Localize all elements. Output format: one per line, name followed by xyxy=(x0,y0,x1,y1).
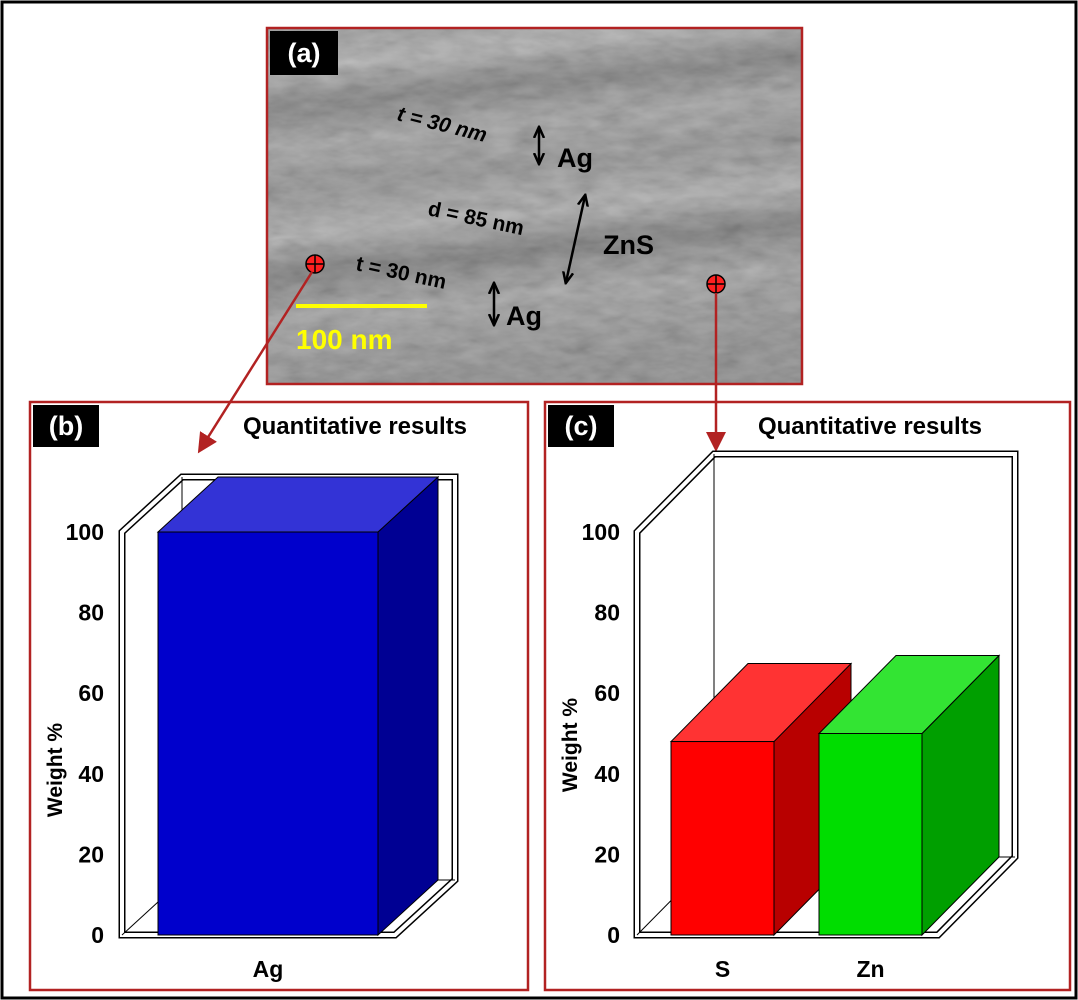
y-tick-label: 40 xyxy=(78,761,104,787)
probe-marker-zns xyxy=(706,274,726,294)
panel-b-frame xyxy=(28,400,530,992)
spacing-arrow xyxy=(566,196,585,282)
panel-a: (a) t = 30 nm Ag d = 85 nm ZnS t = 30 nm… xyxy=(265,26,804,386)
chart-c-ylabel: Weight % xyxy=(559,698,582,792)
y-tick-label: 60 xyxy=(78,680,104,706)
panel-c-label: (c) xyxy=(565,411,598,441)
panel-c-label-bg xyxy=(548,405,614,447)
y-tick-label: 40 xyxy=(594,761,620,787)
y-tick-label: 20 xyxy=(78,841,104,867)
x-category-label: S xyxy=(715,956,730,982)
panel-a-label-bg xyxy=(270,31,338,75)
y-tick-label: 20 xyxy=(594,841,620,867)
connector-arrow-b xyxy=(197,271,314,454)
scale-bar-label: 100 nm xyxy=(296,324,393,355)
panel-c: (c) Quantitative results Weight % 0 20 40 6… xyxy=(543,400,1072,992)
sem-texture xyxy=(267,28,802,384)
y-tick-label: 0 xyxy=(91,922,104,948)
bar-s-top xyxy=(669,663,853,743)
panel-a-frame xyxy=(265,26,804,386)
box-outline-inner xyxy=(120,475,457,937)
bar-ag-top xyxy=(156,476,440,533)
bar-zn-top xyxy=(817,655,1001,734)
bar-ag-front xyxy=(157,531,379,936)
y-tick-label: 100 xyxy=(66,519,104,545)
chart-b-ylabel: Weight % xyxy=(44,723,67,817)
panel-c-frame xyxy=(543,400,1072,992)
x-category-label: Zn xyxy=(856,956,884,982)
y-tick-label: 0 xyxy=(607,922,620,948)
annotation-zns: ZnS xyxy=(603,230,654,260)
chart-b-title: Quantitative results xyxy=(243,413,467,440)
panel-b-label-bg xyxy=(33,405,99,447)
bar-zn-front xyxy=(818,733,923,936)
bar-ag-side xyxy=(377,475,439,937)
y-tick-label: 60 xyxy=(594,680,620,706)
y-tick-label: 80 xyxy=(594,600,620,626)
y-tick-label: 80 xyxy=(78,600,104,626)
chart-c-title: Quantitative results xyxy=(758,413,982,440)
panel-b: (b) Quantitative results Weight % 0 20 40 6… xyxy=(28,400,530,992)
x-category-label: Ag xyxy=(253,956,284,982)
probe-marker-ag xyxy=(305,254,325,274)
y-tick-label: 100 xyxy=(582,519,620,545)
box-outline-inner xyxy=(635,452,1017,937)
bar-s-front xyxy=(670,741,775,936)
panel-b-label: (b) xyxy=(49,411,83,441)
annotation-ag-bottom: Ag xyxy=(506,301,542,331)
panel-a-label: (a) xyxy=(288,38,321,68)
annotation-ag-top: Ag xyxy=(557,143,593,173)
